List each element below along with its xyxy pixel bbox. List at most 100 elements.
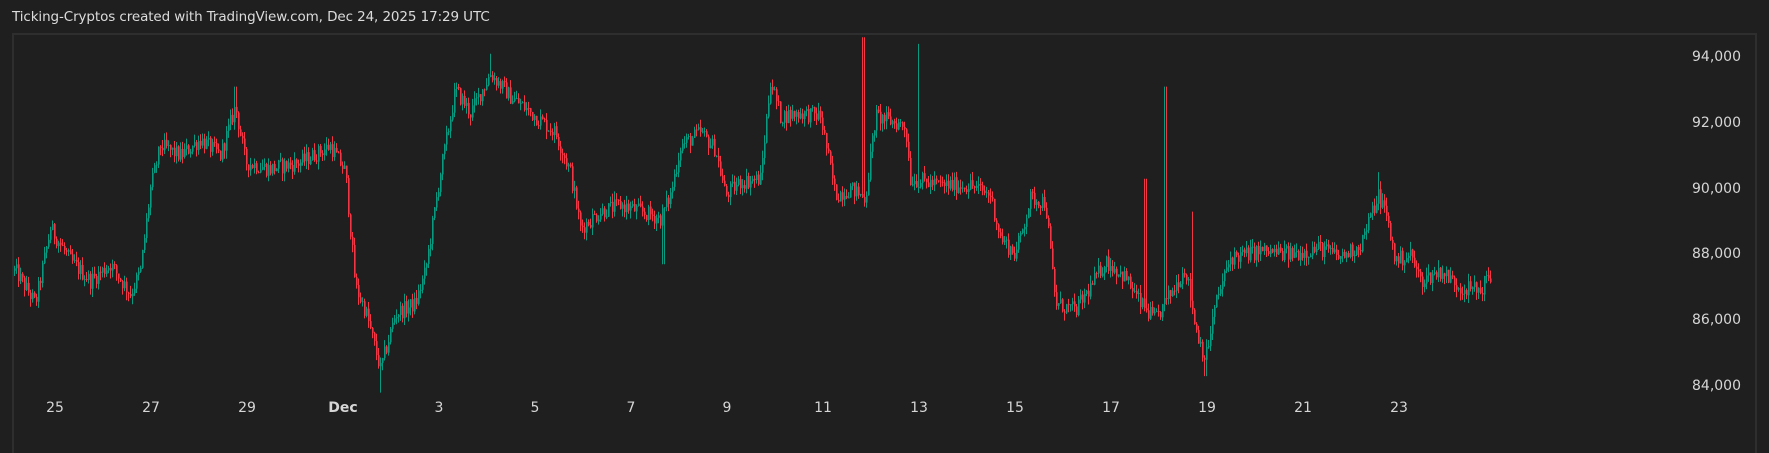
candle-body bbox=[656, 217, 658, 224]
candle-body bbox=[768, 103, 770, 117]
candle-body bbox=[1178, 282, 1180, 288]
candle-body bbox=[1064, 311, 1066, 313]
candle-body bbox=[1344, 251, 1346, 258]
candle-body bbox=[30, 292, 32, 300]
candle-body bbox=[88, 273, 90, 280]
candle-body bbox=[186, 145, 188, 150]
candle-body bbox=[622, 204, 624, 209]
candle-body bbox=[966, 189, 968, 193]
candle-body bbox=[638, 203, 640, 207]
candle-body bbox=[318, 145, 320, 162]
candle-body bbox=[438, 192, 440, 198]
candle-body bbox=[398, 314, 400, 318]
candle-body bbox=[616, 199, 618, 201]
candle-body bbox=[452, 112, 454, 120]
candle-body bbox=[824, 129, 826, 134]
candle-body bbox=[644, 211, 646, 216]
candle-body bbox=[128, 292, 130, 294]
candle-body bbox=[1202, 341, 1204, 358]
candle-body bbox=[208, 137, 210, 140]
candle-body bbox=[1224, 270, 1226, 282]
candle-body bbox=[338, 152, 340, 154]
candle-body bbox=[1264, 245, 1266, 252]
candle-body bbox=[814, 107, 816, 114]
candle-body bbox=[738, 179, 740, 185]
candle-body bbox=[1164, 298, 1166, 305]
candle-body bbox=[924, 173, 926, 179]
candle-body bbox=[930, 179, 932, 187]
candlestick-plot[interactable] bbox=[0, 0, 1769, 432]
candle-body bbox=[1274, 248, 1276, 253]
candle-body bbox=[696, 129, 698, 131]
candle-body bbox=[1282, 250, 1284, 260]
candle-body bbox=[1422, 276, 1424, 288]
candle-body bbox=[590, 225, 592, 228]
candle-body bbox=[796, 111, 798, 117]
candle-body bbox=[1424, 283, 1426, 288]
candle-body bbox=[188, 145, 190, 154]
candle-body bbox=[710, 145, 712, 149]
date-tick-label: 9 bbox=[722, 400, 732, 416]
candle-body bbox=[404, 301, 406, 319]
candle-body bbox=[866, 195, 868, 203]
candle-body bbox=[178, 146, 180, 160]
candle-body bbox=[1142, 298, 1144, 308]
candle-body bbox=[1330, 248, 1332, 250]
candle-body bbox=[1480, 287, 1482, 293]
candle-body bbox=[206, 139, 208, 149]
candle-body bbox=[1362, 235, 1364, 252]
candle-body bbox=[222, 143, 224, 160]
candle-body bbox=[70, 250, 72, 255]
candle-body bbox=[1356, 246, 1358, 255]
candle-body bbox=[1160, 312, 1162, 318]
candle-body bbox=[794, 111, 796, 117]
candle-body bbox=[268, 165, 270, 176]
candle-body bbox=[850, 186, 852, 198]
candle-body bbox=[1466, 290, 1468, 296]
candle-body bbox=[1146, 308, 1148, 311]
candle-body bbox=[368, 308, 370, 322]
candle-body bbox=[162, 147, 164, 151]
candle-body bbox=[984, 190, 986, 194]
candle-body bbox=[374, 332, 376, 342]
candle-body bbox=[976, 185, 978, 188]
candle-body bbox=[476, 97, 478, 99]
candle-body bbox=[592, 213, 594, 228]
candle-body bbox=[1276, 248, 1278, 255]
candle-body bbox=[90, 273, 92, 289]
candle-body bbox=[1204, 357, 1206, 360]
candle-body bbox=[660, 215, 662, 226]
candle-body bbox=[508, 87, 510, 99]
candle-body bbox=[488, 76, 490, 86]
candle-body bbox=[156, 164, 158, 166]
candle-body bbox=[1396, 256, 1398, 262]
candle-body bbox=[732, 181, 734, 184]
candle-body bbox=[290, 162, 292, 165]
candle-body bbox=[912, 184, 914, 186]
candle-body bbox=[918, 186, 920, 188]
candle-body bbox=[112, 263, 114, 271]
candle-body bbox=[1186, 274, 1188, 281]
candle-body bbox=[1040, 206, 1042, 208]
candle-body bbox=[386, 346, 388, 353]
candle-body bbox=[164, 139, 166, 151]
candle-body bbox=[1336, 249, 1338, 255]
candle-body bbox=[532, 111, 534, 121]
candle-body bbox=[1400, 250, 1402, 264]
candle-body bbox=[122, 280, 124, 289]
candle-body bbox=[424, 267, 426, 279]
candle-body bbox=[666, 197, 668, 208]
candle-body bbox=[194, 142, 196, 146]
candle-body bbox=[1106, 256, 1108, 268]
candle-body bbox=[746, 175, 748, 189]
candle-body bbox=[968, 189, 970, 193]
candle-body bbox=[150, 187, 152, 208]
candle-body bbox=[1248, 247, 1250, 261]
candle-body bbox=[1342, 251, 1344, 257]
candle-body bbox=[1100, 265, 1102, 276]
candle-body bbox=[1370, 213, 1372, 218]
candle-body bbox=[610, 201, 612, 204]
candle-body bbox=[288, 162, 290, 169]
candle-body bbox=[536, 115, 538, 126]
candle-body bbox=[1392, 239, 1394, 244]
